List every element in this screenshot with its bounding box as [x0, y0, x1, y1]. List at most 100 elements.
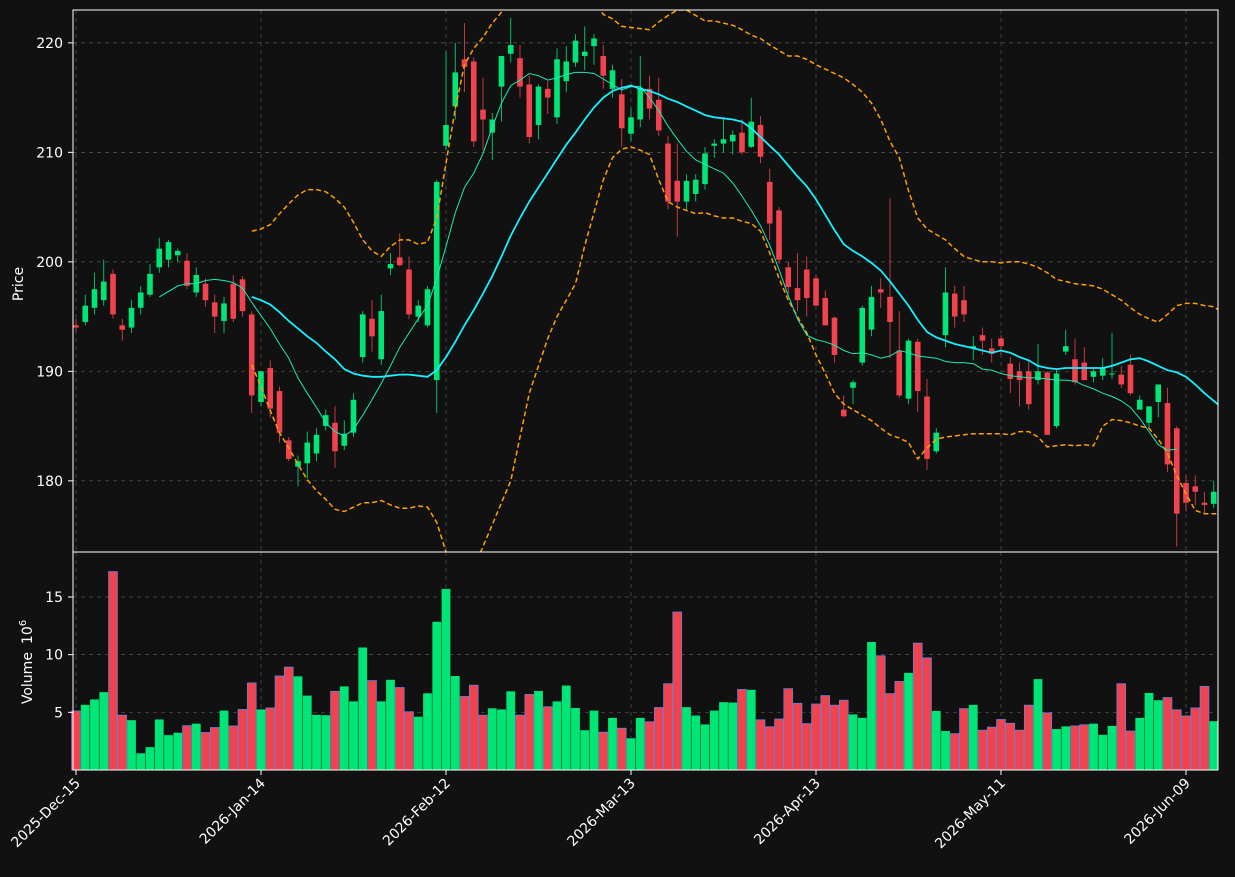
volume-bar — [820, 695, 831, 771]
volume-bar — [792, 702, 803, 771]
candle-body — [82, 305, 89, 323]
candle-body — [554, 59, 560, 118]
candle-body — [896, 350, 903, 396]
volume-bar — [1042, 712, 1053, 771]
moving-average-slow-line — [251, 84, 1218, 406]
volume-bar — [524, 694, 535, 771]
candle-body — [359, 314, 366, 358]
candle-body — [332, 422, 338, 452]
candle-body — [1081, 362, 1088, 381]
volume-bar — [571, 707, 580, 770]
candle-body — [711, 143, 718, 146]
candle-body — [211, 302, 218, 317]
candle-body — [535, 86, 542, 125]
candle-body — [73, 325, 79, 328]
volume-bar — [423, 693, 432, 770]
volume-bar — [90, 699, 99, 770]
candle-body — [970, 346, 977, 349]
volume-bar — [755, 719, 766, 771]
volume-bar — [867, 641, 876, 770]
candles — [73, 17, 1217, 547]
candle-body — [831, 317, 838, 355]
volume-bar — [904, 672, 913, 770]
volume-bar — [330, 690, 340, 771]
candle-body — [1053, 373, 1060, 427]
volume-bar — [1116, 683, 1127, 771]
candle-body — [517, 58, 523, 87]
volume-bar — [1005, 722, 1016, 771]
candle-body — [822, 297, 829, 326]
candle-body — [702, 153, 708, 185]
price-tick-label: 220 — [36, 36, 63, 52]
candle-body — [230, 283, 237, 319]
candle-body — [480, 109, 486, 120]
volume-bar — [376, 701, 386, 770]
volume-bar — [608, 717, 617, 770]
volume-bar — [394, 687, 405, 771]
candle-body — [267, 368, 274, 409]
volume-axis-ticks: 5 10 15 — [45, 590, 73, 721]
volume-bar — [339, 686, 349, 770]
volume-bar — [459, 696, 470, 771]
candle-body — [563, 61, 570, 82]
volume-bar — [302, 695, 312, 770]
candle-body — [304, 442, 311, 464]
volume-bar — [1125, 730, 1136, 771]
candle-body — [572, 40, 579, 63]
volume-bar — [182, 725, 192, 771]
candle-body — [526, 84, 533, 138]
price-axis-label: Price — [11, 267, 27, 301]
candle-body — [1090, 371, 1097, 377]
moving-average-fast-line — [159, 71, 1177, 451]
volume-bar — [1079, 724, 1090, 771]
candle-body — [1127, 364, 1134, 394]
volume-bar — [497, 709, 506, 770]
candle-body — [628, 117, 634, 134]
volume-bar — [237, 709, 248, 771]
volume-bar — [256, 709, 266, 770]
candle-body — [1072, 359, 1078, 383]
volume-bar — [506, 691, 516, 770]
candle-body — [591, 38, 597, 47]
volume-bar — [358, 647, 368, 770]
candle-body — [137, 292, 144, 308]
volume-bar — [542, 706, 553, 771]
volume-bar — [173, 732, 183, 770]
candle-body — [128, 307, 135, 328]
volume-bar — [941, 731, 950, 770]
volume-bar — [154, 719, 164, 770]
volume-bar — [386, 679, 395, 770]
candle-body — [239, 279, 246, 312]
candle-body — [748, 121, 755, 147]
candle-body — [276, 391, 283, 433]
candle-body — [951, 293, 958, 317]
volume-bar — [977, 729, 988, 771]
volume-axis-label: Volume 106 — [18, 620, 36, 704]
volume-bar — [1061, 726, 1071, 770]
volume-bar — [468, 684, 479, 771]
candle-body — [776, 210, 782, 260]
candle-body — [1210, 491, 1217, 504]
volume-bar — [1162, 697, 1173, 771]
candle-body — [1016, 371, 1023, 381]
candle-body — [221, 303, 227, 321]
candle-body — [387, 264, 394, 269]
volume-bar — [413, 716, 423, 770]
candle-body — [609, 70, 616, 89]
bollinger-upper-band — [251, 10, 1218, 323]
candle-body — [100, 281, 107, 301]
volume-bar — [829, 704, 840, 771]
volume-bar — [246, 682, 257, 771]
candle-body — [452, 72, 459, 107]
volume-bar — [598, 731, 609, 771]
volume-bar — [145, 747, 155, 770]
volume-bar — [1181, 715, 1191, 771]
candle-body — [1146, 406, 1152, 423]
candle-body — [859, 307, 866, 363]
candle-body — [165, 242, 172, 260]
candle-body — [174, 250, 181, 256]
candle-body — [840, 409, 847, 417]
candle-body — [396, 257, 403, 266]
volume-bar — [663, 683, 673, 771]
